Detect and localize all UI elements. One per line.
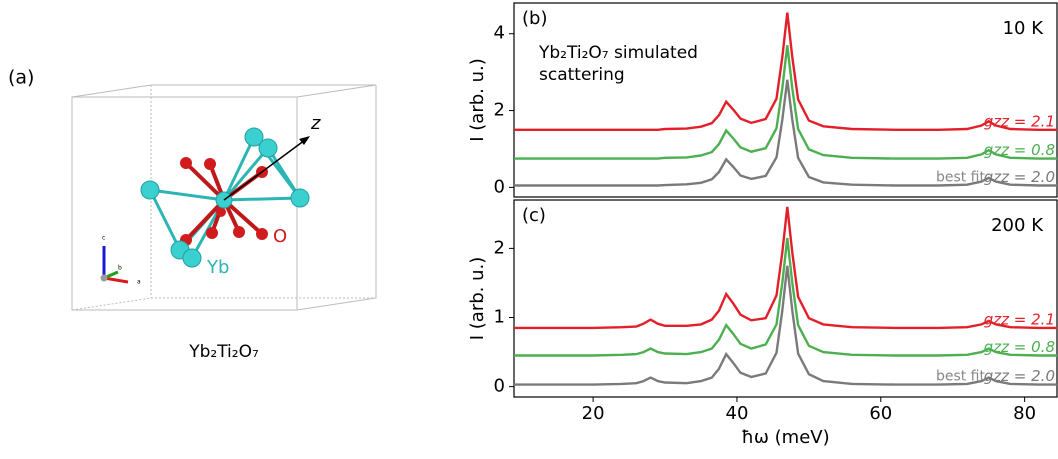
y-tick-label: 2 (494, 237, 505, 258)
series-label: gzz = 2.1 (984, 112, 1055, 130)
series-line (514, 237, 1057, 357)
temperature: 10 K (1003, 18, 1045, 39)
x-tick-label: 60 (869, 403, 892, 424)
frame-axes: c b a (100, 235, 141, 286)
cell-box (71, 84, 377, 311)
x-tick-label: 40 (726, 403, 749, 424)
plot-frame (513, 199, 1058, 398)
y-tick-label: 4 (494, 23, 505, 44)
fit-label: best fit (936, 369, 986, 385)
series-label: gzz = 0.8 (984, 338, 1055, 356)
y-tick-label: 2 (494, 100, 505, 121)
plot-frame (513, 2, 1058, 198)
panel-label: (c) (522, 205, 546, 226)
y-axis-label: I (arb. u.) (467, 257, 488, 341)
panel-a: (a) (8, 67, 377, 362)
structure (140, 127, 310, 268)
series-label: gzz = 0.8 (984, 141, 1055, 159)
y-tick-label: 0 (494, 376, 505, 397)
panel-label: (b) (522, 8, 547, 29)
temperature: 200 K (991, 215, 1044, 236)
annotation: scattering (539, 65, 625, 85)
axis-label: z (310, 113, 321, 134)
series-label: gzz = 2.1 (984, 310, 1055, 328)
series-line (514, 79, 1057, 187)
x-axis-label: ħω (meV) (741, 427, 829, 448)
series-line (514, 45, 1057, 160)
fit-label: best fit (936, 169, 986, 185)
x-tick-label: 80 (1013, 403, 1036, 424)
atom-label: O (273, 226, 287, 247)
caption: Yb₂Ti₂O₇ (188, 342, 259, 362)
frame-axis-label: a (137, 279, 141, 286)
annotation: Yb₂Ti₂O₇ simulated (538, 43, 698, 63)
frame-axis-label: b (118, 265, 122, 272)
y-axis-label: I (arb. u.) (467, 58, 488, 142)
frame-axis-label: c (102, 235, 105, 242)
series-label: gzz = 2.0 (984, 367, 1055, 385)
atom-label: Yb (206, 257, 229, 278)
series-label: gzz = 2.0 (984, 168, 1055, 186)
y-tick-label: 0 (494, 176, 505, 197)
series-line (514, 206, 1057, 330)
panel-label: (a) (8, 67, 34, 89)
y-tick-label: 1 (494, 307, 505, 328)
x-tick-label: 20 (582, 403, 605, 424)
series-line (514, 12, 1057, 131)
series-line (514, 265, 1057, 386)
